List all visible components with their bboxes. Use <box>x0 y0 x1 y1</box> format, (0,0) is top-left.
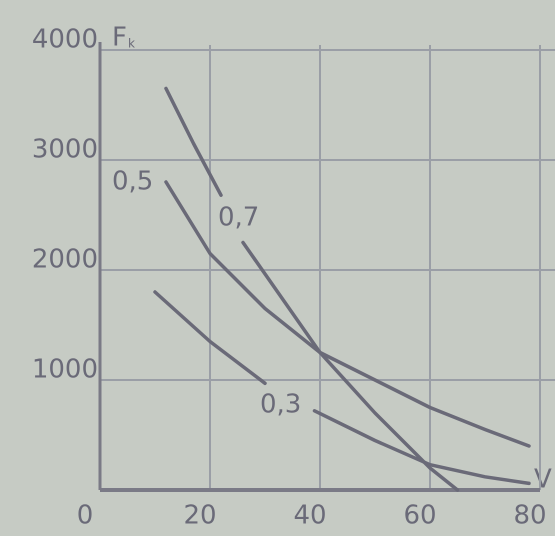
series-label: 0,7 <box>218 203 259 233</box>
series-label: 0,5 <box>112 167 153 197</box>
y-tick-label: 4000 <box>32 25 98 55</box>
y-axis-label-subscript: k <box>128 37 135 51</box>
x-tick-label: 20 <box>183 501 216 531</box>
x-tick-label: 80 <box>513 501 546 531</box>
y-axis-label: F <box>112 23 127 53</box>
x-tick-label: 60 <box>403 501 436 531</box>
y-tick-label: 3000 <box>32 135 98 165</box>
series-line <box>153 290 531 486</box>
x-tick-label: 40 <box>293 501 326 531</box>
series-label: 0,3 <box>260 390 301 420</box>
x-axis-label: V <box>534 465 552 495</box>
series-line <box>164 86 460 492</box>
x-tick-label: 0 <box>77 501 94 531</box>
series-line <box>164 180 531 448</box>
y-tick-label: 2000 <box>32 245 98 275</box>
y-tick-label: 1000 <box>32 355 98 385</box>
